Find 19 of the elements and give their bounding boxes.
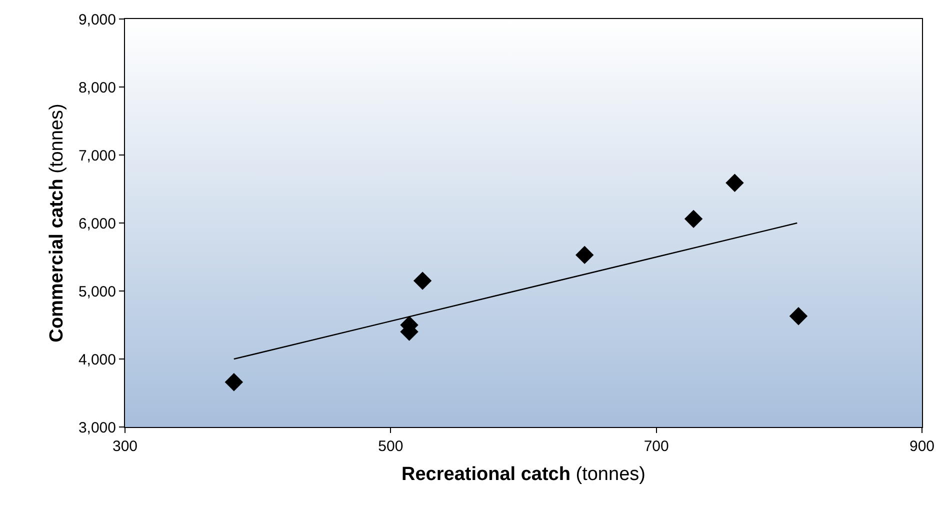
point (726, 174, 744, 192)
point (576, 246, 594, 264)
x-axis-title: Recreational catch (tonnes) (402, 464, 646, 485)
x-tick-label: 900 (909, 438, 935, 455)
x-tick-label: 700 (644, 438, 669, 455)
y-tick-label: 6,000 (78, 215, 116, 232)
y-tick-label: 8,000 (78, 79, 116, 96)
point (684, 210, 703, 228)
x-tick-label: 300 (112, 438, 138, 455)
x-tick-label: 500 (378, 438, 404, 455)
point (224, 373, 244, 392)
y-axis-title: Commercial catch (tonnes) (46, 104, 68, 342)
y-tick-label: 7,000 (78, 147, 116, 164)
y-tick-label: 4,000 (78, 351, 116, 368)
y-tick-label: 5,000 (78, 283, 116, 300)
point (789, 307, 808, 326)
y-tick-label: 9,000 (78, 11, 116, 28)
point (413, 272, 432, 290)
y-tick-label: 3,000 (78, 419, 116, 436)
